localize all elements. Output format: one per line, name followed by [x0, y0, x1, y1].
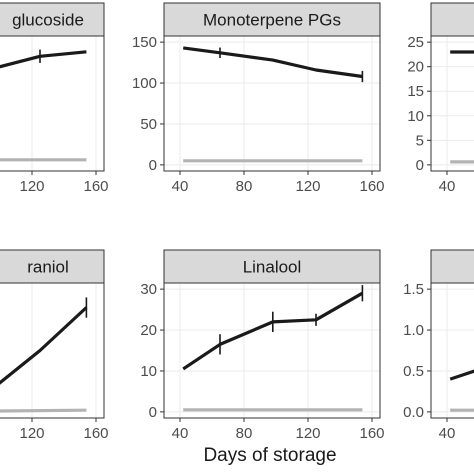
x-tick-label: 160 — [83, 178, 108, 195]
y-tick-label: 0.0 — [403, 404, 424, 421]
panel-border — [430, 282, 474, 419]
panel: Linalool 40 80 120 160 0 10 20 30 — [140, 249, 385, 442]
y-tick-label: 100 — [132, 75, 157, 92]
y-tick-label: 1.0 — [403, 322, 424, 339]
series-line — [0, 306, 88, 385]
panel-background — [431, 36, 474, 171]
y-tick-label: 0 — [149, 404, 157, 421]
y-tick-label: 150 — [132, 34, 157, 51]
panel-title: glucoside — [12, 11, 84, 30]
x-tick-label: 80 — [236, 178, 253, 195]
x-tick-label: 160 — [359, 425, 384, 442]
x-tick-label: 80 — [236, 425, 253, 442]
panel: glucoside 120 160 — [0, 2, 109, 195]
series-line — [449, 369, 474, 381]
strip — [0, 2, 105, 37]
y-tick-label: 50 — [140, 116, 157, 133]
y-tick-label: 5 — [416, 132, 424, 149]
panel-border — [0, 35, 105, 172]
series-line — [182, 46, 363, 79]
x-tick-label: 120 — [295, 178, 320, 195]
panel-background — [0, 283, 104, 418]
y-tick-label: 0.5 — [403, 363, 424, 380]
y-tick-label: 0 — [149, 157, 157, 174]
x-tick-label: 40 — [439, 425, 456, 442]
y-tick-label: 0 — [416, 157, 424, 174]
panel-border — [430, 35, 474, 172]
x-tick-label: 40 — [439, 178, 456, 195]
y-tick-label: 30 — [140, 281, 157, 298]
panel-background — [431, 283, 474, 418]
x-tick-label: 120 — [19, 178, 44, 195]
panel-background — [164, 36, 380, 171]
x-tick-label: 120 — [19, 425, 44, 442]
panel-border — [0, 282, 105, 419]
strip — [430, 249, 474, 284]
panel: M40801201600510152025 — [407, 2, 474, 195]
x-tick-label: 40 — [172, 178, 189, 195]
y-tick-label: 10 — [407, 108, 424, 125]
panel: Monoterpene PGs 40 80 120 160 0 50 100 150 — [132, 2, 385, 195]
x-axis-label: Days of storage — [203, 445, 336, 466]
strip — [430, 2, 474, 37]
x-tick-label: 40 — [172, 425, 189, 442]
y-tick-label: 10 — [140, 363, 157, 380]
series-line — [0, 408, 87, 413]
panel-group: glucoside 120 160 Monoterpene PGs 40 80 120 160… — [0, 2, 474, 442]
x-tick-label: 120 — [295, 425, 320, 442]
panel-border — [163, 282, 381, 419]
panel-title: Monoterpene PGs — [203, 11, 341, 30]
y-tick-label: 25 — [407, 34, 424, 51]
panel-title: raniol — [27, 258, 69, 277]
panel-border — [163, 35, 381, 172]
x-tick-label: 160 — [83, 425, 108, 442]
strip — [163, 2, 381, 37]
y-tick-label: 15 — [407, 83, 424, 100]
panel: raniol 120 160 — [0, 249, 109, 442]
panel-background — [0, 36, 104, 171]
panel-title: Linalool — [243, 258, 302, 277]
y-tick-label: 20 — [140, 322, 157, 339]
y-tick-label: 20 — [407, 59, 424, 76]
series-line — [0, 50, 87, 69]
x-tick-label: 160 — [359, 178, 384, 195]
y-tick-label: 1.5 — [403, 281, 424, 298]
